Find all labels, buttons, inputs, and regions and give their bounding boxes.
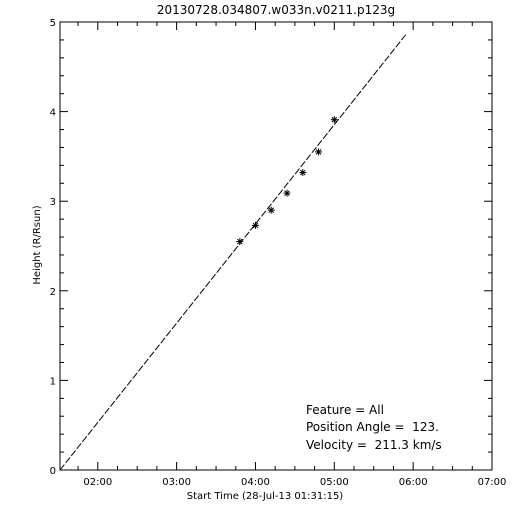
data-point <box>330 116 338 124</box>
data-point <box>283 189 291 197</box>
plot-frame <box>59 21 493 471</box>
y-tick-label: 0 <box>50 466 56 477</box>
y-tick-label: 1 <box>50 376 56 387</box>
fit-line-group <box>59 33 407 471</box>
x-tick-label: 03:00 <box>162 477 191 488</box>
x-tick-label: 06:00 <box>399 477 428 488</box>
chart-title: 20130728.034807.w033n.v0211.p123g <box>157 3 395 17</box>
annotation-feature: Feature = All <box>306 403 384 417</box>
x-axis: 02:00 03:00 04:00 05:00 06:00 07:00 <box>77 22 507 488</box>
data-point <box>267 206 275 214</box>
x-tick-label: 04:00 <box>241 477 270 488</box>
data-point <box>315 148 323 156</box>
x-tick-label: 07:00 <box>478 477 507 488</box>
data-point <box>299 169 307 177</box>
y-tick-label: 5 <box>50 18 56 29</box>
annotation-velocity: Velocity = 211.3 km/s <box>306 438 442 452</box>
annotation-position-angle: Position Angle = 123. <box>306 420 439 434</box>
data-point <box>236 238 244 246</box>
fit-line <box>59 33 407 471</box>
y-tick-label: 3 <box>50 197 56 208</box>
y-tick-label: 4 <box>50 108 56 119</box>
x-tick-label: 02:00 <box>83 477 112 488</box>
x-tick-label: 05:00 <box>320 477 349 488</box>
y-tick-label: 2 <box>50 287 56 298</box>
y-axis-label: Height (R/Rsun) <box>32 205 43 284</box>
annotation-block: Feature = All Position Angle = 123. Velo… <box>306 403 442 452</box>
y-axis: 0 1 2 3 4 5 <box>50 18 492 477</box>
data-point <box>251 221 259 229</box>
x-axis-label: Start Time (28-Jul-13 01:31:15) <box>187 491 344 502</box>
data-points <box>236 116 338 246</box>
